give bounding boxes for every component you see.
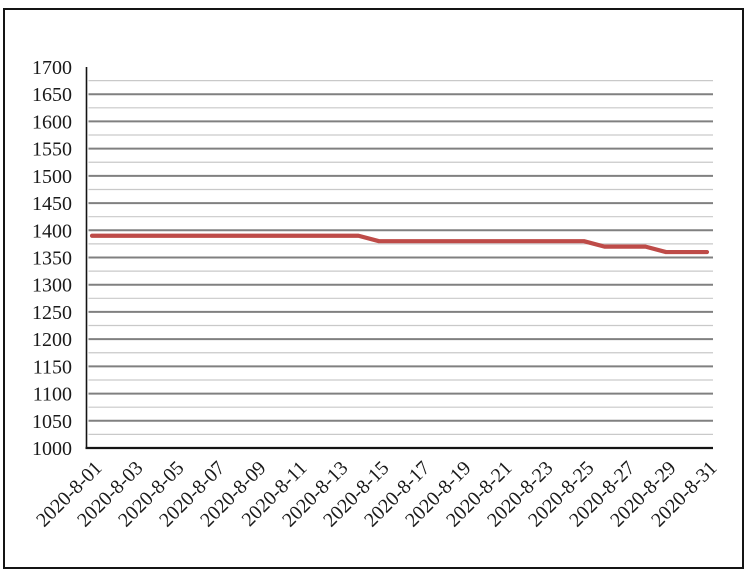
- y-tick-label: 1400: [32, 220, 72, 242]
- y-tick-label: 1350: [32, 248, 72, 270]
- y-tick-label: 1000: [32, 438, 72, 460]
- y-tick-label: 1300: [32, 275, 72, 297]
- chart-outer-border: [3, 8, 744, 569]
- y-tick-label: 1700: [32, 57, 72, 79]
- y-tick-label: 1600: [32, 111, 72, 133]
- price-line-series: [89, 233, 710, 255]
- y-tick-label: 1050: [32, 411, 72, 433]
- y-tick-label: 1650: [32, 84, 72, 106]
- y-tick-label: 1500: [32, 166, 72, 188]
- y-tick-label: 1550: [32, 139, 72, 161]
- y-tick-label: 1100: [33, 384, 72, 406]
- y-tick-label: 1450: [32, 193, 72, 215]
- y-tick-label: 1200: [32, 329, 72, 351]
- y-tick-label: 1150: [33, 356, 72, 378]
- y-tick-label: 1250: [32, 302, 72, 324]
